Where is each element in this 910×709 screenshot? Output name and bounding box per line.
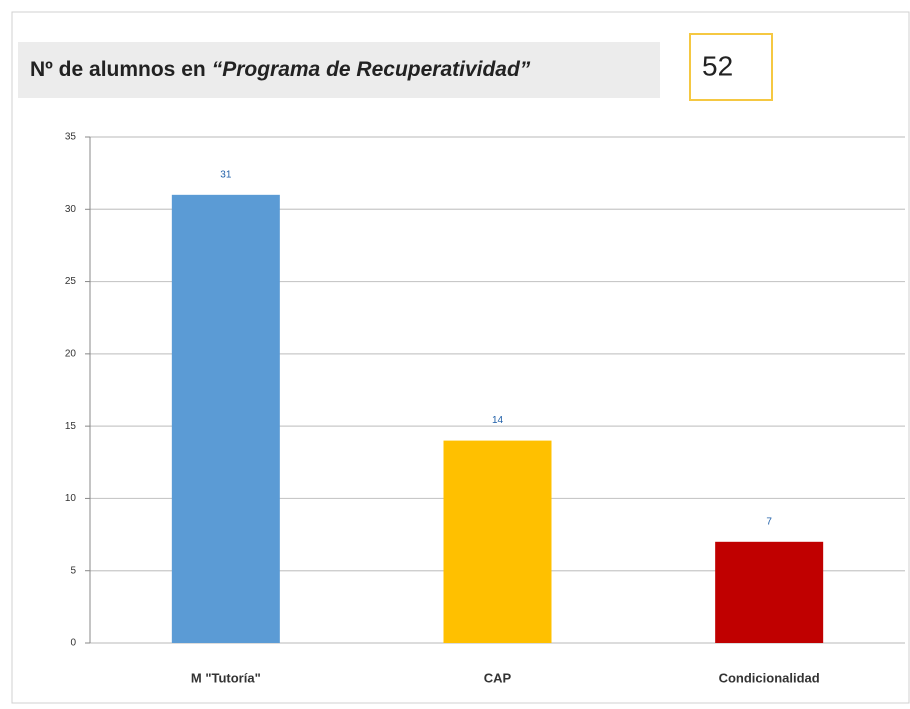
bar <box>715 541 824 643</box>
value-label: 14 <box>492 415 504 426</box>
y-tick-label: 25 <box>65 276 77 287</box>
y-tick-label: 20 <box>65 348 77 359</box>
bar <box>171 194 280 644</box>
title-emphasis: “Programa de Recuperatividad” <box>212 58 531 81</box>
title-band <box>18 42 660 98</box>
x-tick-label: CAP <box>484 670 512 685</box>
y-tick-label: 5 <box>70 565 76 576</box>
value-label: 31 <box>220 169 232 180</box>
title-text: Nº de alumnos en <box>30 58 206 81</box>
y-tick-label: 30 <box>65 204 77 215</box>
x-tick-label: M "Tutoría" <box>191 670 261 685</box>
y-tick-label: 15 <box>65 421 77 432</box>
x-tick-label: Condicionalidad <box>719 670 820 685</box>
chart-title: Nº de alumnos en “Programa de Recuperativ… <box>30 58 531 81</box>
y-tick-label: 10 <box>65 493 77 504</box>
y-tick-label: 35 <box>65 132 77 143</box>
value-label: 7 <box>766 516 772 527</box>
bar <box>443 440 552 643</box>
total-box <box>689 33 773 101</box>
y-tick-label: 0 <box>70 638 76 649</box>
total-value: 52 <box>702 50 733 81</box>
